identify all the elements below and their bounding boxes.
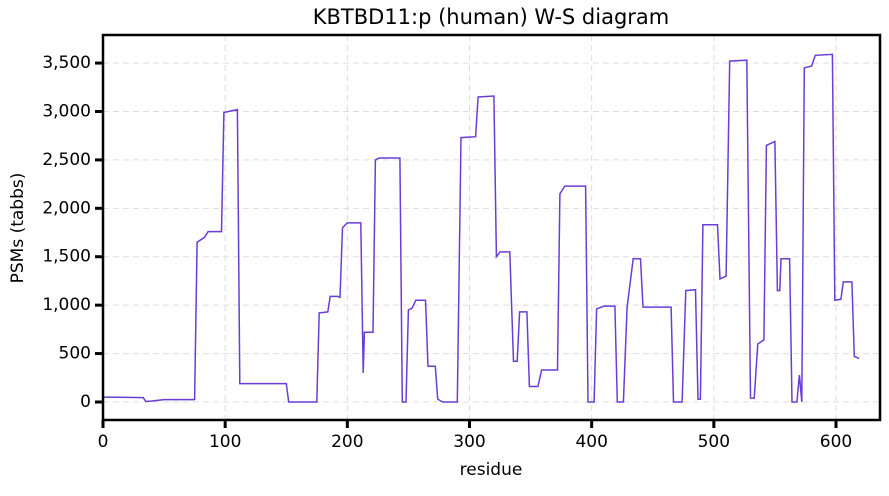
y-tick-label: 2,000 <box>42 198 91 218</box>
y-tick-label: 2,500 <box>42 150 91 170</box>
data-line <box>102 53 860 403</box>
plot-frame <box>101 33 882 422</box>
x-tick-label: 100 <box>209 432 241 452</box>
x-tick-label: 0 <box>98 432 109 452</box>
x-axis-label: residue <box>460 460 523 480</box>
x-tick-label: 600 <box>820 432 852 452</box>
y-tick-label: 1,000 <box>42 295 91 315</box>
x-tick-label: 300 <box>453 432 485 452</box>
y-tick-label: 3,000 <box>42 101 91 121</box>
x-tick-label: 200 <box>331 432 363 452</box>
chart-title: KBTBD11:p (human) W-S diagram <box>313 5 670 29</box>
x-tick-label: 400 <box>575 432 607 452</box>
y-tick-label: 0 <box>80 392 91 412</box>
y-tick-label: 500 <box>59 344 91 364</box>
y-tick-label: 3,500 <box>42 53 91 73</box>
x-tick-label: 500 <box>698 432 730 452</box>
y-axis-label: PSMs (tabbs) <box>8 173 28 284</box>
y-tick-label: 1,500 <box>42 247 91 267</box>
